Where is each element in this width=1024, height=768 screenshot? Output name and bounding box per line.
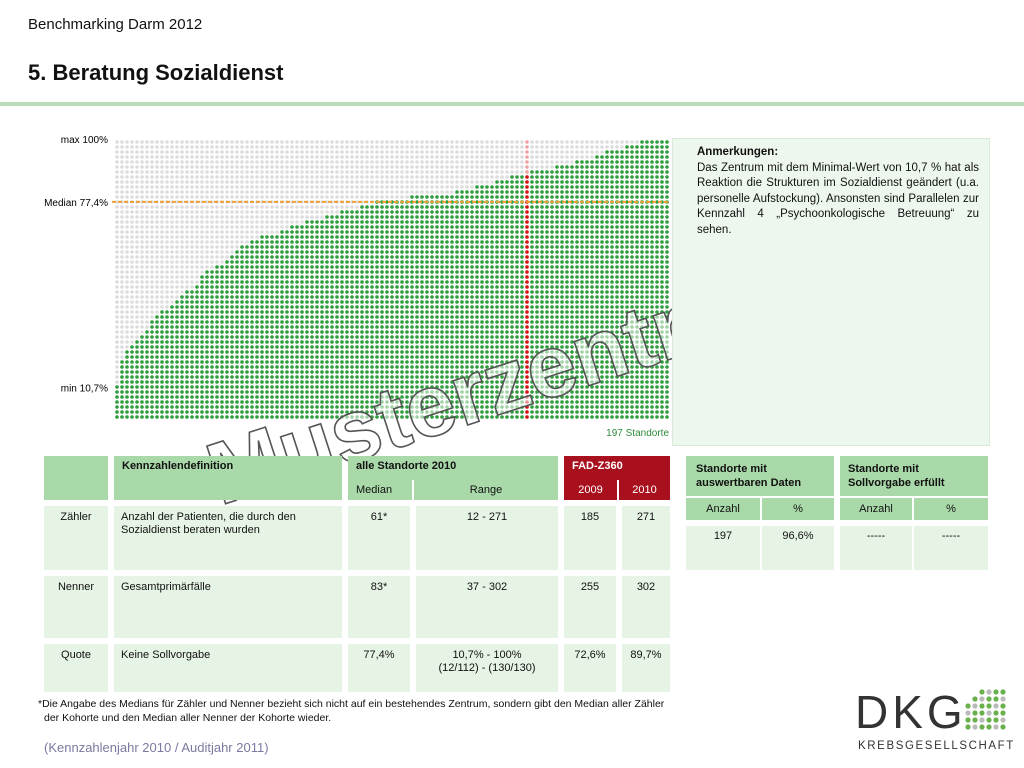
logo-dot bbox=[972, 717, 978, 723]
subheader-cell: % bbox=[762, 498, 834, 520]
table-cell: 12 - 271 bbox=[416, 506, 558, 570]
logo-dot bbox=[965, 724, 971, 730]
median-label: Median 77,4% bbox=[44, 198, 108, 209]
table-cell: Keine Sollvorgabe bbox=[114, 644, 342, 692]
table-cell: 185 bbox=[564, 506, 616, 570]
table-cell: 61* bbox=[348, 506, 410, 570]
footnote: *Die Angabe des Medians für Zähler und N… bbox=[38, 698, 665, 724]
logo-dot bbox=[1000, 724, 1006, 730]
logo-dot bbox=[986, 689, 992, 695]
logo-dot bbox=[965, 710, 971, 716]
table-cell: 83* bbox=[348, 576, 410, 638]
header-cell: Median bbox=[348, 480, 412, 500]
logo-dot bbox=[986, 696, 992, 702]
logo-dot bbox=[993, 724, 999, 730]
subheader-cell: Anzahl bbox=[840, 498, 912, 520]
logo-dot bbox=[993, 696, 999, 702]
logo-dot bbox=[979, 717, 985, 723]
logo-dot bbox=[979, 724, 985, 730]
table-cell: ----- bbox=[840, 526, 912, 570]
logo-dot bbox=[1000, 717, 1006, 723]
table-cell: ----- bbox=[914, 526, 988, 570]
table-cell: Zähler bbox=[44, 506, 108, 570]
logo-dot bbox=[986, 717, 992, 723]
logo-dot bbox=[993, 703, 999, 709]
logo-dot bbox=[1000, 710, 1006, 716]
header-cell: Standorte mit auswertbaren Daten bbox=[686, 456, 834, 496]
subheader-cell: % bbox=[914, 498, 988, 520]
header-cell: Range bbox=[414, 480, 558, 500]
table-cell: 255 bbox=[564, 576, 616, 638]
logo-dot bbox=[965, 703, 971, 709]
logo-dot bbox=[986, 703, 992, 709]
subheader-cell: Anzahl bbox=[686, 498, 760, 520]
notes-text: Das Zentrum mit dem Minimal-Wert von 10,… bbox=[697, 161, 979, 236]
header-cell bbox=[44, 456, 108, 500]
header-cell: Standorte mit Sollvorgabe erfüllt bbox=[840, 456, 988, 496]
logo-dot bbox=[972, 710, 978, 716]
max-label: max 100% bbox=[61, 135, 108, 146]
header-cell: FAD-Z360 bbox=[564, 456, 670, 480]
table-cell: 72,6% bbox=[564, 644, 616, 692]
table-cell: 10,7% - 100% (12/112) - (130/130) bbox=[416, 644, 558, 692]
table-cell: Quote bbox=[44, 644, 108, 692]
logo-dot bbox=[979, 710, 985, 716]
logo-dot bbox=[965, 717, 971, 723]
logo-sub: KREBSGESELLSCHAFT bbox=[858, 740, 1015, 752]
logo-dot bbox=[993, 689, 999, 695]
logo-dot bbox=[979, 703, 985, 709]
notes-heading: Anmerkungen: bbox=[697, 146, 779, 158]
logo-dot bbox=[979, 689, 985, 695]
footer: (Kennzahlenjahr 2010 / Auditjahr 2011) bbox=[44, 740, 269, 755]
logo-dot bbox=[972, 696, 978, 702]
min-label: min 10,7% bbox=[61, 383, 108, 394]
count-label: 197 Standorte bbox=[606, 428, 669, 439]
logo-name: DKG bbox=[855, 686, 967, 738]
logo-dot bbox=[979, 696, 985, 702]
table-cell: Gesamtprimärfälle bbox=[114, 576, 342, 638]
logo-dot bbox=[986, 724, 992, 730]
table-cell: 96,6% bbox=[762, 526, 834, 570]
logo-dot bbox=[993, 710, 999, 716]
notes-box: Anmerkungen: Das Zentrum mit dem Minimal… bbox=[672, 138, 990, 446]
subtitle: Benchmarking Darm 2012 bbox=[28, 16, 203, 33]
logo-dot bbox=[993, 717, 999, 723]
header-rule bbox=[0, 102, 1024, 106]
header-cell: 2009 bbox=[564, 480, 617, 500]
logo-dot bbox=[972, 724, 978, 730]
logo-dot bbox=[972, 703, 978, 709]
table-cell: Anzahl der Patienten, die durch den Sozi… bbox=[114, 506, 342, 570]
title: 5. Beratung Sozialdienst bbox=[28, 60, 284, 85]
header-cell: Kennzahlendefinition bbox=[114, 456, 342, 500]
table-cell: 37 - 302 bbox=[416, 576, 558, 638]
logo-dot bbox=[1000, 696, 1006, 702]
logo-dot bbox=[1000, 703, 1006, 709]
header-cell: alle Standorte 2010 bbox=[348, 456, 558, 480]
table-cell: 77,4% bbox=[348, 644, 410, 692]
table-cell: 302 bbox=[622, 576, 670, 638]
table-cell: 197 bbox=[686, 526, 760, 570]
table-cell: 89,7% bbox=[622, 644, 670, 692]
table-cell: 271 bbox=[622, 506, 670, 570]
logo-dot bbox=[986, 710, 992, 716]
table-cell: Nenner bbox=[44, 576, 108, 638]
header-cell: 2010 bbox=[619, 480, 670, 500]
logo-dot bbox=[1000, 689, 1006, 695]
